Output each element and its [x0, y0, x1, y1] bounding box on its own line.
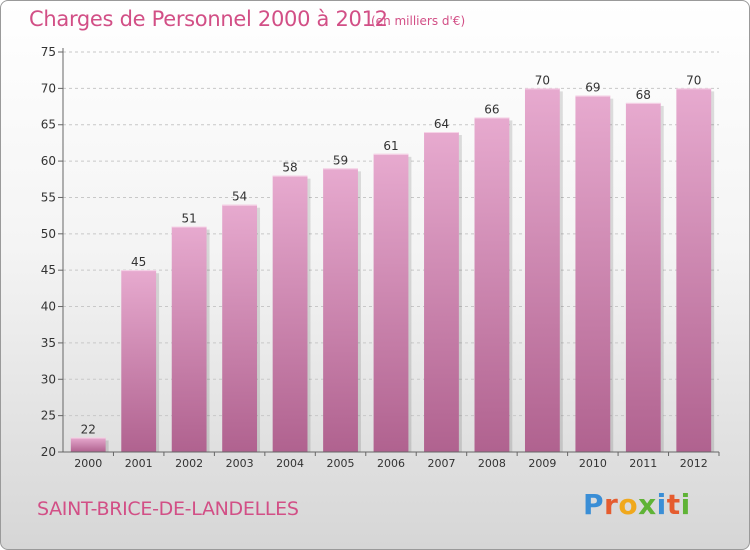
logo-letter: o [618, 488, 639, 521]
logo-letter: i [680, 488, 691, 521]
y-tick-label: 65 [41, 118, 56, 132]
bar [625, 102, 661, 452]
bar [70, 437, 106, 452]
bar-value-label: 64 [434, 117, 449, 131]
y-tick-label: 45 [41, 263, 56, 277]
y-tick-label: 40 [41, 300, 56, 314]
logo-letter: P [583, 488, 605, 521]
bar-value-label: 70 [535, 73, 550, 87]
proxiti-logo: Proxiti [583, 488, 691, 521]
bar-value-label: 58 [282, 161, 297, 175]
bar [272, 175, 308, 453]
logo-letter: x [638, 488, 657, 521]
x-tick-label: 2004 [276, 457, 304, 470]
bar [121, 270, 157, 452]
x-tick-label: 2001 [125, 457, 153, 470]
commune-name: SAINT-BRICE-DE-LANDELLES [37, 498, 299, 520]
x-tick-label: 2010 [579, 457, 607, 470]
x-tick-label: 2008 [478, 457, 506, 470]
y-tick-label: 20 [41, 445, 56, 459]
x-tick-label: 2009 [528, 457, 556, 470]
bar-value-label: 66 [484, 102, 499, 116]
y-tick-label: 70 [41, 81, 56, 95]
chart-title: Charges de Personnel 2000 à 2012 [29, 7, 388, 31]
x-tick-label: 2006 [377, 457, 405, 470]
bar-value-label: 70 [686, 73, 701, 87]
bar [171, 226, 207, 452]
bar [323, 168, 358, 452]
bar-value-label: 54 [232, 190, 247, 204]
chart-unit: (en milliers d'€) [371, 14, 466, 28]
bar [474, 117, 510, 453]
y-tick-label: 75 [41, 45, 56, 59]
bar-value-label: 59 [333, 153, 348, 167]
y-tick-label: 35 [41, 336, 56, 350]
bar-value-label: 45 [131, 255, 146, 269]
logo-letter: i [656, 488, 667, 521]
bar [424, 132, 459, 452]
x-tick-label: 2011 [629, 457, 657, 470]
y-tick-label: 60 [41, 154, 56, 168]
x-tick-label: 2005 [327, 457, 355, 470]
logo-letter: r [604, 488, 619, 521]
x-tick-label: 2000 [74, 457, 102, 470]
y-tick-label: 55 [41, 190, 56, 204]
bar [575, 95, 611, 453]
bar-value-label: 22 [81, 422, 96, 436]
x-tick-label: 2003 [226, 457, 254, 470]
bar [222, 204, 258, 452]
y-tick-label: 30 [41, 372, 56, 386]
bar [524, 88, 560, 452]
x-tick-label: 2002 [175, 457, 203, 470]
bar [373, 153, 409, 452]
bar-value-label: 69 [585, 81, 600, 95]
x-tick-label: 2007 [427, 457, 455, 470]
y-tick-label: 25 [41, 409, 56, 423]
logo-letter: t [666, 488, 681, 521]
bar [676, 88, 712, 452]
bar-value-label: 68 [636, 88, 651, 102]
bar-value-label: 61 [383, 139, 398, 153]
y-tick-label: 50 [41, 227, 56, 241]
x-tick-label: 2012 [680, 457, 708, 470]
bar-value-label: 51 [182, 212, 197, 226]
